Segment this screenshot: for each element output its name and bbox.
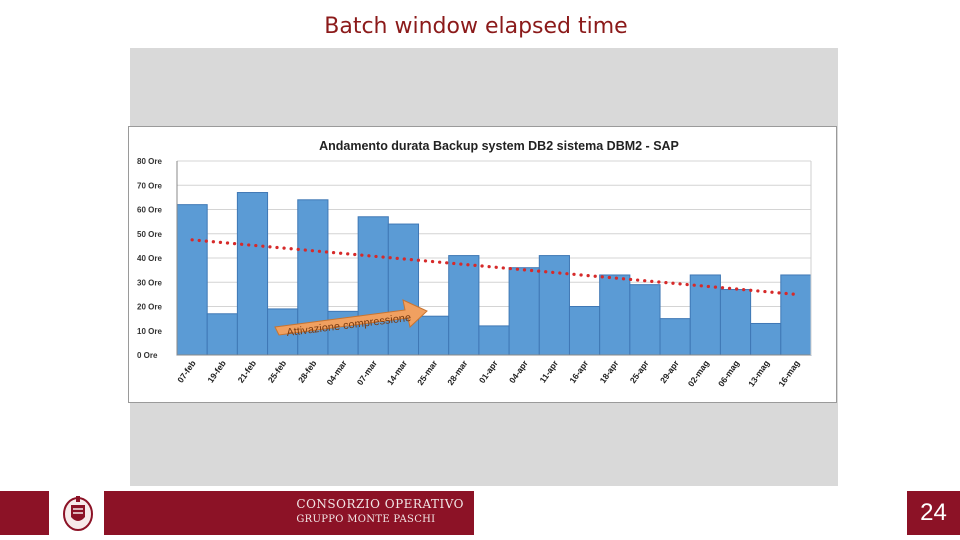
bar-16-mag	[780, 274, 812, 356]
bar-chart: 0 Ore 10 Ore 20 Ore 30 Ore 40 Ore 50 Ore 60 Or…	[137, 139, 812, 389]
x-tick-label: 25-mar	[415, 358, 440, 387]
bar-29-apr	[659, 318, 691, 356]
callout-arrow	[274, 299, 428, 336]
chart-container: 0 Ore 10 Ore 20 Ore 30 Ore 40 Ore 50 Ore 60 Or…	[128, 126, 837, 403]
footer-left-block	[0, 491, 49, 535]
footer-brand-bar: CONSORZIO OPERATIVO GRUPPO MONTE PASCHI	[104, 491, 474, 535]
bar-28-mar	[448, 255, 480, 356]
slide-title: Batch window elapsed time	[324, 14, 628, 39]
bar-19-feb	[206, 313, 238, 356]
x-tick-label: 13-mag	[746, 358, 771, 388]
y-tick-label: 80 Ore	[137, 157, 162, 166]
bar-07-feb	[176, 204, 208, 356]
trend-line	[190, 238, 798, 296]
x-tick-label: 28-feb	[296, 358, 319, 384]
x-tick-label: 16-mag	[776, 358, 801, 388]
trend-dotted-line	[190, 238, 798, 296]
seal-icon	[63, 496, 93, 531]
x-tick-label: 07-mar	[355, 358, 380, 387]
x-tick-label: 02-mag	[686, 358, 711, 388]
bar-13-mag	[750, 322, 782, 356]
bar-01-apr	[478, 325, 510, 356]
brand-line-2: GRUPPO MONTE PASCHI	[296, 514, 436, 525]
chart-title: Andamento durata Backup system DB2 siste…	[319, 139, 679, 153]
page-number: 24	[907, 491, 960, 535]
x-tick-label: 07-feb	[175, 358, 198, 384]
y-tick-label: 10 Ore	[137, 327, 162, 336]
x-tick-label: 29-apr	[658, 358, 681, 385]
x-tick-label: 18-apr	[598, 358, 621, 385]
bar-25-apr	[629, 284, 661, 356]
bar-14-mar	[387, 223, 420, 356]
x-tick-label: 04-apr	[507, 358, 530, 385]
y-tick-label: 30 Ore	[137, 278, 162, 287]
bar-07-mar	[357, 216, 389, 356]
seal-logo	[56, 491, 100, 535]
y-tick-label: 40 Ore	[137, 254, 162, 263]
bar-21-feb	[236, 192, 269, 356]
bars	[176, 192, 812, 356]
brand-line-1: CONSORZIO OPERATIVO	[296, 497, 464, 511]
bar-16-apr	[568, 306, 601, 356]
y-tick-label: 0 Ore	[137, 351, 158, 360]
x-tick-label: 21-feb	[236, 358, 259, 384]
x-tick-label: 28-mar	[445, 358, 470, 387]
x-tick-label: 19-feb	[205, 358, 228, 384]
y-tick-label: 60 Ore	[137, 206, 162, 215]
bar-18-apr	[599, 274, 631, 356]
bar-25-mar	[418, 315, 450, 356]
bar-11-apr	[538, 255, 570, 356]
x-tick-label: 01-apr	[477, 358, 500, 385]
x-tick-label: 11-apr	[537, 358, 560, 385]
y-tick-label: 70 Ore	[137, 181, 162, 190]
x-tick-label: 16-apr	[567, 358, 590, 385]
x-tick-label: 06-mag	[716, 358, 741, 388]
bar-04-apr	[508, 267, 540, 356]
bar-06-mag	[719, 289, 752, 356]
x-tick-label: 25-feb	[266, 358, 289, 384]
x-tick-label: 25-apr	[628, 358, 651, 385]
y-tick-label: 50 Ore	[137, 230, 162, 239]
x-tick-label: 14-mar	[385, 358, 410, 387]
y-tick-label: 20 Ore	[137, 303, 162, 312]
x-tick-label: 04-mar	[324, 358, 349, 387]
brand-wordmark: CONSORZIO OPERATIVO GRUPPO MONTE PASCHI	[296, 496, 464, 528]
